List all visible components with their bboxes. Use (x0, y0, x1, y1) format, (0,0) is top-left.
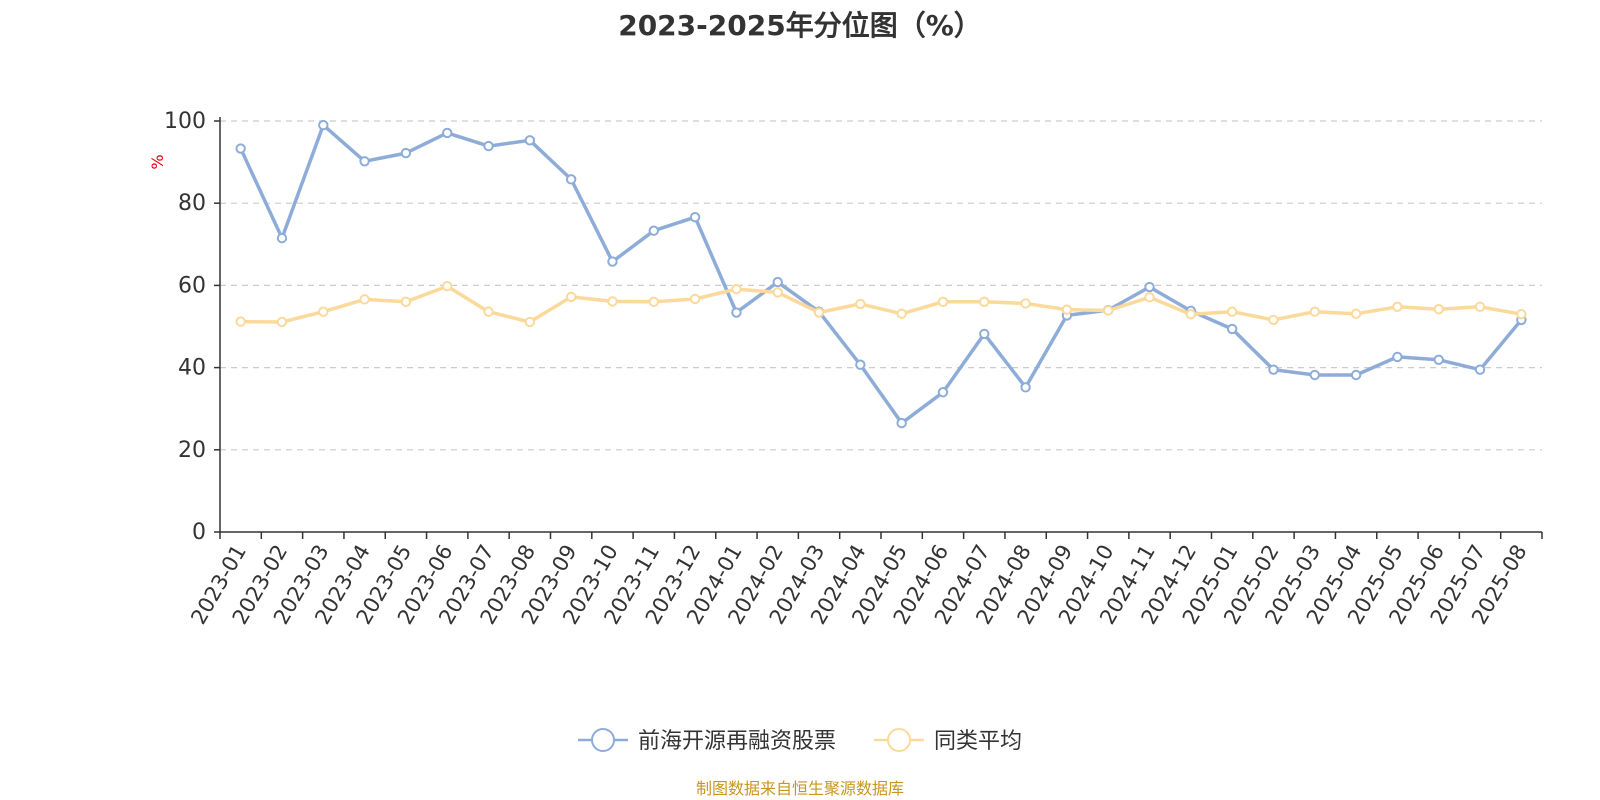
data-point (1144, 292, 1155, 303)
grid-lines (220, 120, 1542, 451)
data-point (1392, 301, 1403, 312)
data-point (689, 211, 701, 223)
data-point (607, 296, 618, 307)
legend: 前海开源再融资股票 同类平均 (578, 728, 1022, 754)
axes: 020406080100%2023-012023-022023-032023-0… (148, 109, 1543, 628)
data-point (442, 281, 453, 292)
data-point (1061, 304, 1073, 315)
data-point (483, 140, 494, 152)
data-point (1433, 304, 1444, 315)
y-tick-label: 0 (192, 520, 206, 545)
data-point (1433, 354, 1444, 365)
data-point (1144, 281, 1155, 293)
data-point (937, 387, 949, 398)
data-point (359, 156, 370, 167)
chart-title: 2023-2025年分位图（%） (618, 9, 982, 42)
data-point (1350, 369, 1362, 381)
data-point (1020, 382, 1031, 393)
data-point (979, 296, 990, 308)
data-point (1309, 369, 1320, 381)
data-point (1268, 364, 1279, 375)
data-point (442, 127, 453, 139)
data-point (731, 283, 742, 295)
data-point (318, 306, 329, 317)
series-line-2 (238, 284, 1524, 324)
legend-marker-2 (887, 728, 912, 752)
data-point (855, 359, 866, 370)
data-point (565, 291, 577, 303)
data-point (1474, 301, 1486, 312)
series-lines (235, 119, 1527, 429)
data-point (937, 296, 949, 308)
data-point (276, 316, 288, 328)
data-point (896, 308, 907, 319)
data-point (1309, 306, 1320, 317)
data-point (565, 174, 577, 185)
data-point (359, 294, 370, 305)
data-point (1226, 306, 1238, 317)
data-point (648, 296, 659, 308)
data-point (1516, 308, 1527, 320)
series-line-1 (238, 123, 1524, 425)
data-point (1020, 298, 1031, 309)
data-point (979, 328, 990, 340)
data-point (318, 119, 329, 131)
data-point (855, 298, 866, 310)
legend-label-2: 同类平均 (934, 729, 1022, 754)
data-point (896, 417, 907, 429)
data-point (483, 306, 494, 317)
data-point (607, 256, 618, 267)
y-tick-label: 60 (178, 273, 206, 298)
data-point (1474, 364, 1486, 375)
data-point (235, 143, 246, 154)
data-point (524, 135, 536, 146)
data-point (524, 316, 536, 328)
y-tick-label: 40 (178, 356, 206, 381)
data-point (400, 296, 412, 308)
data-point (1226, 323, 1238, 335)
data-point (813, 307, 825, 318)
data-point (400, 147, 412, 159)
y-tick-label: 20 (178, 438, 206, 463)
data-point (1185, 308, 1197, 320)
data-point (772, 287, 783, 298)
y-tick-label: 80 (178, 191, 206, 216)
data-point (648, 225, 659, 236)
legend-label-1: 前海开源再融资股票 (638, 729, 836, 754)
data-point (1392, 351, 1403, 363)
source-note: 制图数据来自恒生聚源数据库 (695, 779, 904, 798)
data-point (1103, 305, 1114, 316)
data-point (772, 276, 783, 288)
legend-marker-1 (591, 728, 615, 752)
y-axis-label: % (148, 154, 167, 169)
data-point (276, 232, 288, 244)
data-point (731, 307, 742, 318)
data-point (1350, 308, 1362, 319)
y-tick-label: 100 (164, 109, 206, 134)
data-point (1268, 314, 1279, 326)
data-point (689, 293, 701, 305)
data-point (235, 316, 246, 327)
